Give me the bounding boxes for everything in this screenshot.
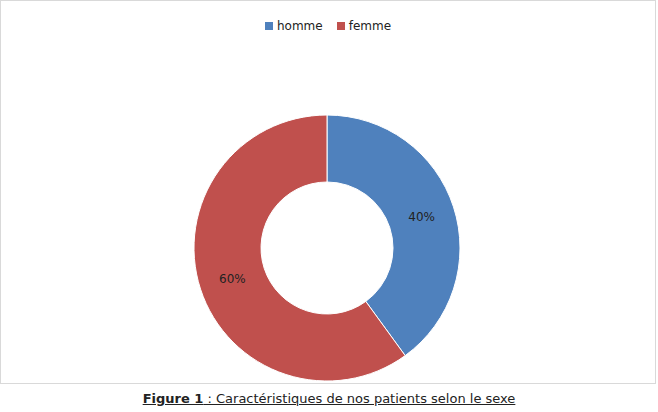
svg-text:60%: 60% <box>219 272 246 286</box>
html-text:homme: homme <box>277 19 323 33</box>
html-text:femme: femme <box>348 19 391 33</box>
svg-text:40%: 40% <box>408 210 435 224</box>
html-text:Figure 1: Caractéristiques de: Figure 1: Caractéristiques de nos patien… <box>142 391 516 406</box>
